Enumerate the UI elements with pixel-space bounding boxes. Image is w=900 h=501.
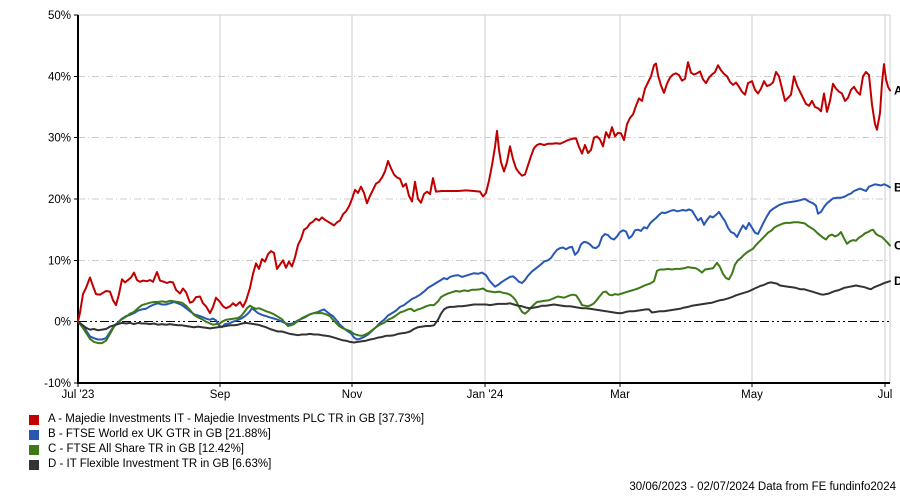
y-tick-label: 10%	[48, 255, 71, 267]
legend-label-b: B - FTSE World ex UK GTR in GB [21.88%]	[48, 428, 271, 440]
legend-swatch-d	[29, 459, 39, 470]
chart-canvas: Jul '23 Sep Nov Jan '24 Mar May Jul 50% 40% 30% 20…	[44, 10, 900, 401]
series-line-c	[77, 221, 891, 345]
series-end-label-b: B	[894, 180, 900, 194]
legend: A - Majedie Investments IT - Majedie Inv…	[29, 412, 424, 472]
x-tick-label: Jul	[878, 389, 893, 401]
x-tick-label: Jan '24	[467, 389, 504, 401]
legend-item-d: D - IT Flexible Investment TR in GB [6.6…	[29, 457, 424, 472]
axis-labels: Jul '23 Sep Nov Jan '24 Mar May Jul 50% 40% 30% 20…	[44, 10, 892, 401]
series-end-labels: A B C D	[894, 83, 900, 288]
plot-borders	[78, 14, 891, 383]
x-tick-label: Mar	[610, 389, 630, 401]
gridlines	[78, 15, 890, 383]
legend-label-d: D - IT Flexible Investment TR in GB [6.6…	[48, 458, 272, 470]
series-end-label-a: A	[894, 83, 900, 97]
legend-swatch-c	[29, 444, 39, 455]
y-tick-label: 40%	[48, 71, 71, 83]
axes	[74, 14, 890, 387]
legend-label-a: A - Majedie Investments IT - Majedie Inv…	[48, 413, 425, 425]
x-tick-label: Jul '23	[62, 389, 95, 401]
y-tick-label: 20%	[48, 194, 71, 206]
performance-chart: Jul '23 Sep Nov Jan '24 Mar May Jul 50% 40% 30% 20…	[44, 10, 900, 401]
legend-swatch-b	[29, 429, 39, 440]
x-tick-label: Nov	[342, 389, 363, 401]
series-end-label-d: D	[894, 274, 900, 288]
legend-item-c: C - FTSE All Share TR in GB [12.42%]	[29, 442, 424, 457]
legend-swatch-a	[29, 414, 39, 425]
x-tick-label: May	[741, 389, 763, 401]
x-tick-label: Sep	[210, 389, 230, 401]
footer-text: 30/06/2023 - 02/07/2024 Data from FE fun…	[629, 481, 896, 493]
series-line-a	[77, 61, 891, 323]
legend-item-b: B - FTSE World ex UK GTR in GB [21.88%]	[29, 427, 424, 442]
series-end-label-c: C	[894, 239, 900, 253]
series-line-b	[77, 183, 891, 341]
legend-item-a: A - Majedie Investments IT - Majedie Inv…	[29, 412, 424, 427]
series-line-d	[77, 280, 891, 344]
y-tick-label: 30%	[48, 133, 71, 145]
legend-label-c: C - FTSE All Share TR in GB [12.42%]	[48, 443, 244, 455]
y-tick-label: 0%	[54, 317, 71, 329]
series-lines	[77, 61, 891, 345]
y-tick-label: -10%	[44, 378, 71, 390]
y-tick-label: 50%	[48, 10, 71, 22]
